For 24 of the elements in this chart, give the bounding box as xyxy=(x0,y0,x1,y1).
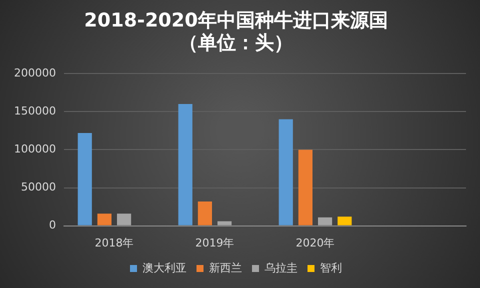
legend-label: 澳大利亚 xyxy=(142,261,186,274)
bar xyxy=(338,216,352,226)
y-tick-label: 50000 xyxy=(20,180,56,194)
bar xyxy=(217,221,232,226)
y-tick-label: 150000 xyxy=(14,104,56,118)
bar xyxy=(97,214,112,226)
text: （单位：头） xyxy=(179,32,293,54)
legend-label: 新西兰 xyxy=(209,261,242,274)
x-tick-label: 2018年 xyxy=(94,236,134,250)
bar xyxy=(318,217,332,226)
x-tick-label: 2020年 xyxy=(296,236,335,250)
bar xyxy=(298,150,313,226)
bar xyxy=(178,104,192,226)
y-tick-label: 100000 xyxy=(14,142,56,156)
text: 2018-2020年中国种牛进口来源国 xyxy=(84,9,388,32)
legend-label: 智利 xyxy=(320,261,342,274)
y-tick-label: 200000 xyxy=(14,66,56,80)
legend-label: 乌拉圭 xyxy=(264,261,298,274)
bar xyxy=(116,214,132,226)
x-tick-label: 2019年 xyxy=(195,236,234,250)
bar xyxy=(278,119,293,226)
y-tick-label: 0 xyxy=(48,218,56,232)
bar xyxy=(78,132,92,226)
bar xyxy=(198,201,212,226)
